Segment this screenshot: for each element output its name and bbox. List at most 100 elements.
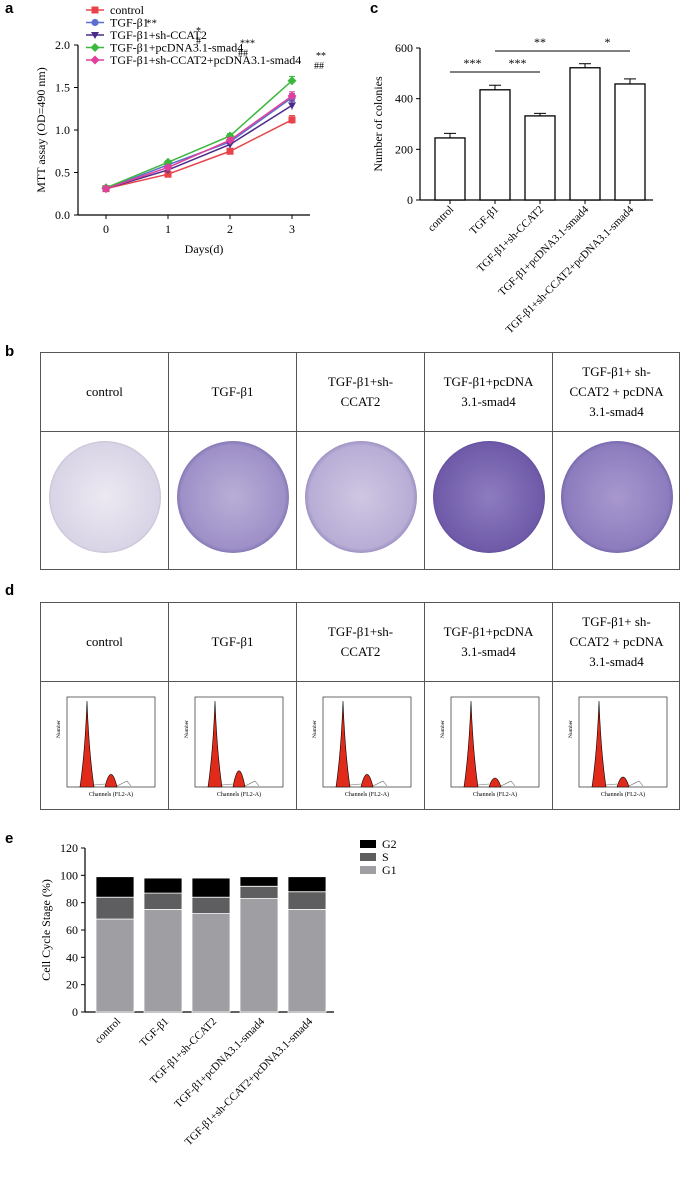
group-label: TGF-β1+ sh- CCAT2 + pcDNA 3.1-smad4 <box>569 614 664 669</box>
panel-label-e: e <box>5 830 14 847</box>
legend-label: G2 <box>382 837 397 851</box>
plate-cell <box>41 431 169 570</box>
panel-label-a: a <box>5 0 14 17</box>
marker-square <box>91 6 99 14</box>
y-tick-label: 80 <box>66 896 78 910</box>
y-tick-label: 0.5 <box>55 166 70 180</box>
histogram-frame <box>66 696 156 788</box>
x-tick-label: 2 <box>227 222 233 236</box>
histogram-y-label: Number <box>312 720 318 738</box>
histogram-frame <box>578 696 668 788</box>
histogram-frame <box>450 696 540 788</box>
s-phase-trace <box>477 780 516 787</box>
stack-segment-g2 <box>239 876 279 887</box>
stack-segment-s <box>143 892 183 910</box>
significance-mark: *** <box>240 39 255 50</box>
g2-peak <box>232 770 246 788</box>
significance-label: ** <box>534 35 546 49</box>
significance-mark: ** <box>316 51 326 62</box>
histogram-y-label: Number <box>440 720 446 738</box>
marker-triangle <box>288 102 296 110</box>
cell-cycle-stacked-bar-chart: 0 20 40 60 80 100 120 Cell Cycle Stage (%) contr… <box>39 837 397 1148</box>
colony-plate-image <box>305 441 417 553</box>
y-tick-label: 100 <box>60 868 78 882</box>
panel-label-b: b <box>5 343 15 360</box>
x-tick-label: control <box>93 1016 124 1047</box>
x-tick-label: 0 <box>103 222 109 236</box>
marker-diamond <box>163 157 173 167</box>
colony-bar <box>479 89 511 201</box>
group-label: control <box>41 603 169 681</box>
legend-label: TGF-β1+sh-CCAT2 <box>110 28 207 42</box>
x-tick-label: 1 <box>165 222 171 236</box>
series-line <box>105 104 293 190</box>
histogram-cell: Number Channels (FL2-A) <box>553 681 680 810</box>
group-label: TGF-β1+ sh- CCAT2 + pcDNA 3.1-smad4 <box>569 364 664 419</box>
histogram-cell: Number Channels (FL2-A) <box>297 681 425 810</box>
panel-label-d: d <box>5 582 15 599</box>
panel-label-c: c <box>370 0 379 17</box>
g1-peak <box>207 700 223 788</box>
y-tick-label: 60 <box>66 923 78 937</box>
plate-cell <box>297 431 425 570</box>
histogram-y-label: Number <box>56 720 62 738</box>
plate-cell <box>425 431 553 570</box>
stack-segment-s <box>191 896 231 914</box>
legend-swatch <box>360 840 376 848</box>
stack-segment-s <box>239 885 279 899</box>
significance-label: * <box>605 35 611 49</box>
significance-mark: * <box>196 26 201 37</box>
dna-histogram: Number Channels (FL2-A) <box>184 696 284 798</box>
g2-peak <box>488 777 502 788</box>
x-tick-label: 3 <box>289 222 295 236</box>
colony-plate-image <box>561 441 673 553</box>
histogram-frame <box>322 696 412 788</box>
stack-segment-s <box>287 891 327 910</box>
significance-mark: ** <box>146 18 157 30</box>
histogram-cell: Number Channels (FL2-A) <box>425 681 553 810</box>
histogram-x-label: Channels (FL2-A) <box>345 791 389 798</box>
y-tick-label: 200 <box>395 142 413 156</box>
legend-label: control <box>110 3 145 17</box>
marker-diamond <box>163 162 173 172</box>
histogram-y-label: Number <box>184 720 190 738</box>
s-phase-trace <box>349 780 388 787</box>
legend-swatch <box>360 853 376 861</box>
histogram-x-label: Channels (FL2-A) <box>89 791 133 798</box>
stack-segment-g1 <box>95 918 135 1013</box>
group-label: TGF-β1+sh- CCAT2 <box>297 603 425 681</box>
histogram-x-label: Channels (FL2-A) <box>473 791 517 798</box>
s-phase-trace <box>605 780 644 787</box>
series-line <box>105 97 293 190</box>
series-line <box>105 119 293 190</box>
colony-plate-image <box>177 441 289 553</box>
plate-cell <box>169 431 297 570</box>
g2-peak <box>104 774 118 788</box>
colony-plate-table: control TGF-β1 TGF-β1+sh- CCAT2 TGF-β1+p… <box>40 352 680 570</box>
x-axis-title: Days(d) <box>185 242 224 256</box>
stack-segment-g1 <box>191 913 231 1013</box>
colony-bar <box>434 137 466 201</box>
marker-square <box>288 116 296 124</box>
histogram-x-label: Channels (FL2-A) <box>217 791 261 798</box>
dna-histogram: Number Channels (FL2-A) <box>568 696 668 798</box>
x-tick-label: TGF-β1+pcDNA3.1-smad4 <box>496 203 591 298</box>
series-4 <box>101 91 297 194</box>
colony-plate-image <box>433 441 545 553</box>
marker-circle <box>91 18 99 27</box>
x-tick-label: TGF-β1+pcDNA3.1-smad4 <box>172 1015 267 1110</box>
stack-segment-g1 <box>143 909 183 1013</box>
dna-histogram: Number Channels (FL2-A) <box>312 696 412 798</box>
significance-mark: # <box>196 36 201 47</box>
legend-swatch <box>360 866 376 874</box>
marker-diamond <box>90 43 100 52</box>
group-label: TGF-β1+sh- CCAT2 <box>297 353 425 431</box>
marker-diamond <box>225 135 235 145</box>
y-tick-label: 2.0 <box>55 38 70 52</box>
significance-mark: ## <box>238 49 248 60</box>
group-label: TGF-β1+pcDNA 3.1-smad4 <box>425 603 553 681</box>
stack-segment-g2 <box>287 876 327 893</box>
stack-segment-s <box>95 896 135 920</box>
histogram-cell: Number Channels (FL2-A) <box>41 681 169 810</box>
marker-square <box>226 147 234 155</box>
